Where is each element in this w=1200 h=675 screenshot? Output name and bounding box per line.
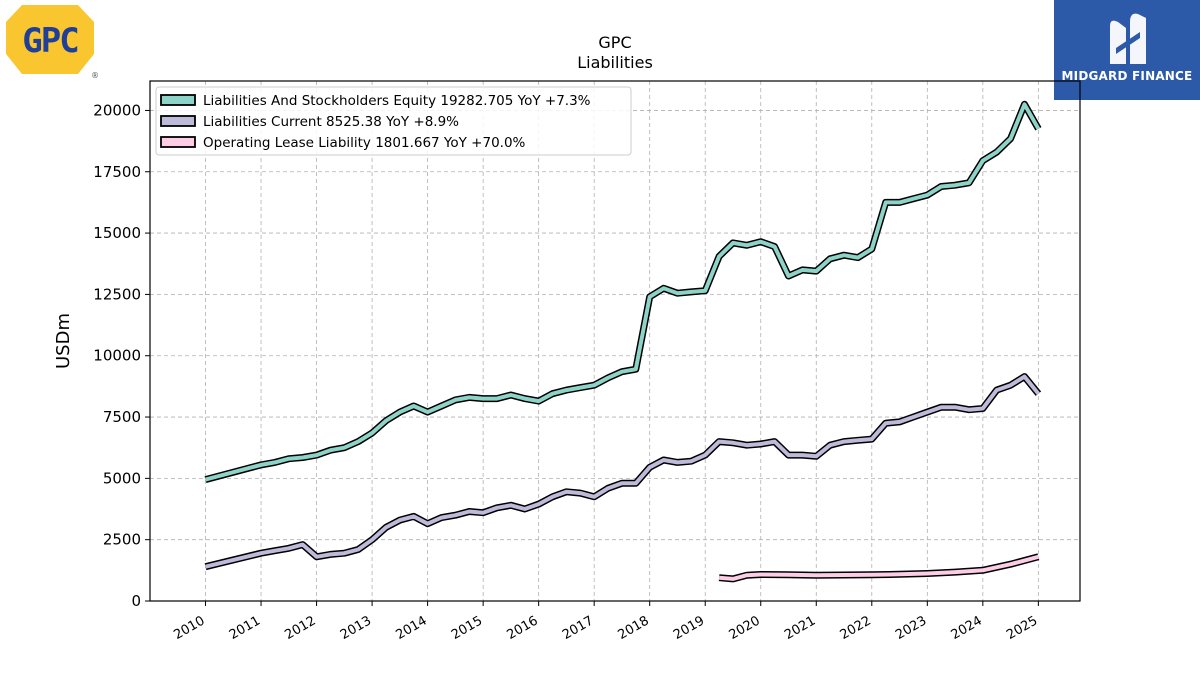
series-lines <box>204 100 1042 583</box>
y-tick-label: 20000 <box>93 101 141 119</box>
series-line <box>204 102 1041 482</box>
x-tick-label: 2017 <box>560 613 596 643</box>
y-axis-label: USDm <box>53 313 74 369</box>
chart-subtitle: Liabilities <box>577 53 653 72</box>
x-tick-label: 2025 <box>1004 613 1040 643</box>
x-tick-label: 2019 <box>671 613 707 643</box>
chart-title: GPC <box>598 33 631 52</box>
series-line-outline <box>204 100 1042 483</box>
x-tick-label: 2011 <box>227 613 263 643</box>
x-tick-label: 2016 <box>504 613 540 643</box>
x-tick-label: 2015 <box>449 613 485 643</box>
legend-swatch <box>160 94 196 106</box>
y-tick-label: 7500 <box>103 408 141 426</box>
midgard-finance-wordmark: MIDGARD FINANCE <box>1061 69 1193 83</box>
x-tick-label: 2021 <box>782 613 818 643</box>
legend-entry-label: Liabilities And Stockholders Equity 1928… <box>203 93 591 109</box>
series-line <box>205 374 1040 569</box>
y-tick-label: 12500 <box>93 285 141 303</box>
legend-entry-label: Liabilities Current 8525.38 YoY +8.9% <box>203 114 459 130</box>
grid-lines <box>150 81 1080 602</box>
midgard-finance-logo: MIDGARD FINANCE <box>1054 0 1200 100</box>
y-tick-label: 10000 <box>93 347 141 365</box>
gpc-logo-registered-mark: ® <box>91 71 98 80</box>
gpc-logo: GPC ® <box>2 2 99 80</box>
plot-area-frame <box>149 80 1081 602</box>
gpc-logo-octagon <box>6 5 94 74</box>
x-tick-label: 2022 <box>838 613 874 643</box>
series-line-outline <box>204 373 1042 571</box>
x-tick-label: 2024 <box>949 613 985 643</box>
legend-swatch <box>160 136 196 148</box>
y-tick-label: 5000 <box>103 469 141 487</box>
x-tick-label: 2023 <box>893 613 929 643</box>
y-tick-label: 15000 <box>93 224 141 242</box>
x-tick-label: 2018 <box>616 613 652 643</box>
y-tick-label: 2500 <box>103 531 141 549</box>
x-tick-label: 2014 <box>393 613 429 643</box>
legend: Liabilities And Stockholders Equity 1928… <box>155 86 632 156</box>
x-tick-label: 2010 <box>171 613 207 643</box>
series-line <box>718 554 1039 581</box>
x-tick-label: 2013 <box>338 613 374 643</box>
x-tick-label: 2012 <box>282 613 318 643</box>
legend-box <box>155 86 632 156</box>
x-tick-label: 2020 <box>727 613 763 643</box>
midgard-emblem-icon <box>1110 13 1146 65</box>
gpc-logo-text: GPC <box>22 21 77 61</box>
y-tick-label: 17500 <box>93 163 141 181</box>
legend-entry-label: Operating Lease Liability 1801.667 YoY +… <box>203 135 526 151</box>
legend-swatch <box>160 115 196 127</box>
y-tick-label: 0 <box>131 592 141 610</box>
